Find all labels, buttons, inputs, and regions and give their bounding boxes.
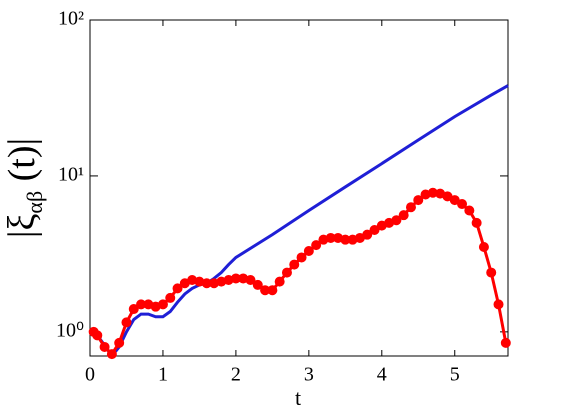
data-point <box>303 245 314 256</box>
data-point <box>493 299 504 310</box>
plot-frame <box>89 19 509 357</box>
data-point <box>157 299 168 310</box>
data-point <box>362 229 373 240</box>
data-point <box>274 276 285 287</box>
x-tick-label: 2 <box>231 364 241 386</box>
y-label-symbol: |ξ <box>1 214 43 239</box>
data-point <box>405 202 416 213</box>
data-point <box>457 199 468 210</box>
data-point <box>172 283 183 294</box>
data-point <box>486 267 497 278</box>
data-point <box>245 275 256 286</box>
data-point <box>92 330 103 341</box>
y-tick-label: 10⁰ <box>56 319 84 341</box>
data-point <box>121 317 132 328</box>
data-point <box>114 337 125 348</box>
data-point <box>369 224 380 235</box>
x-axis-label: t <box>295 385 301 410</box>
data-point <box>289 259 300 270</box>
data-point <box>391 215 402 226</box>
data-point <box>413 195 424 206</box>
y-axis-label: |ξαβ (t)| <box>1 138 47 238</box>
x-tick-label: 4 <box>377 364 387 386</box>
data-point <box>267 285 278 296</box>
data-point <box>128 304 139 315</box>
y-tick-label: 10¹ <box>58 164 84 186</box>
data-line <box>89 84 509 359</box>
data-point <box>471 217 482 228</box>
data-point <box>99 341 110 352</box>
x-tick-label: 0 <box>85 364 95 386</box>
data-point <box>296 252 307 263</box>
x-tick-label: 1 <box>158 364 168 386</box>
data-point <box>398 210 409 221</box>
data-point <box>464 205 475 216</box>
data-point <box>165 292 176 303</box>
data-point <box>252 279 263 290</box>
y-label-rest: (t)| <box>1 138 43 191</box>
x-tick-label: 5 <box>450 364 460 386</box>
data-point <box>106 349 117 360</box>
x-tick-label: 3 <box>304 364 314 386</box>
data-point <box>311 240 322 251</box>
data-point <box>281 267 292 278</box>
y-label-subscript: αβ <box>22 191 47 214</box>
y-tick-label: 10² <box>58 8 84 30</box>
data-point <box>478 242 489 253</box>
data-point <box>500 337 511 348</box>
